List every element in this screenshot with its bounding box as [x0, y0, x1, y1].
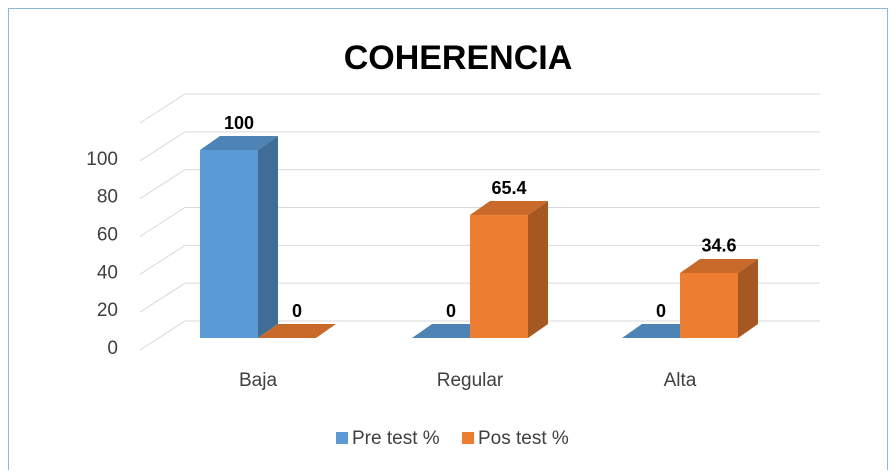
grid-line	[139, 169, 820, 200]
data-label: 0	[656, 301, 666, 321]
data-label: 100	[224, 113, 254, 133]
x-tick-label: Baja	[239, 370, 277, 391]
grid-line	[139, 282, 820, 313]
legend-label: Pre test %	[352, 428, 440, 449]
x-tick-label: Alta	[664, 370, 697, 391]
grid-line	[139, 93, 820, 124]
bar-top	[470, 201, 548, 216]
legend-swatch	[336, 432, 348, 444]
chart-title: COHERENCIA	[344, 39, 573, 77]
legend-swatch	[462, 432, 474, 444]
x-tick-label: Regular	[437, 370, 504, 391]
bar-top	[258, 324, 336, 338]
bar-front	[200, 150, 258, 338]
bar-side	[528, 201, 548, 338]
y-tick-label: 100	[86, 149, 118, 170]
data-label: 65.4	[491, 178, 526, 198]
grid-line	[139, 320, 820, 351]
data-label: 34.6	[701, 236, 736, 256]
data-label: 0	[446, 301, 456, 321]
y-tick-label: 0	[107, 338, 118, 359]
y-tick-label: 60	[97, 225, 118, 246]
grid-line	[139, 131, 820, 162]
bar-side	[258, 136, 278, 338]
bar-top	[200, 136, 278, 150]
y-tick-label: 20	[97, 300, 118, 321]
y-tick-label: 80	[97, 187, 118, 208]
chart-frame	[8, 8, 888, 475]
bar-front	[470, 215, 528, 338]
grid-line	[139, 207, 820, 237]
bar-top	[680, 258, 758, 273]
bar-front	[680, 272, 738, 338]
grid-line	[139, 244, 820, 275]
legend-label: Pos test %	[478, 428, 569, 449]
bar-side	[738, 258, 758, 338]
data-label: 0	[292, 301, 302, 321]
y-tick-label: 40	[97, 262, 118, 283]
